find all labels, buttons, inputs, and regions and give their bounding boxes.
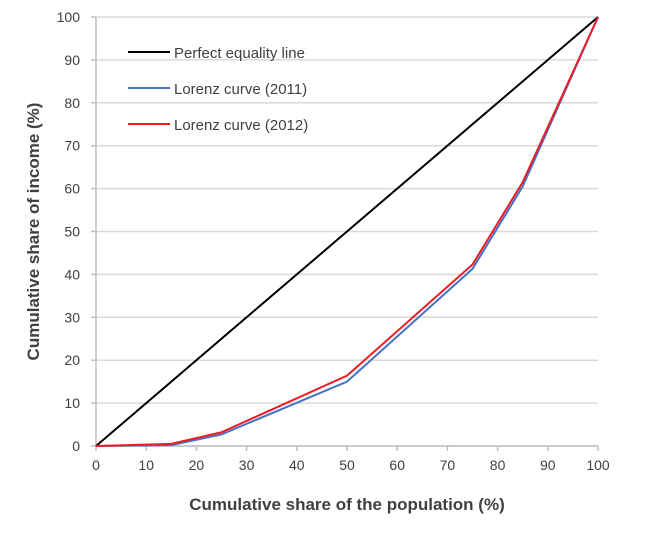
x-tick-label: 100 <box>586 457 610 473</box>
x-tick-label: 10 <box>138 457 154 473</box>
series-line-2 <box>95 16 599 447</box>
x-tick-label: 60 <box>389 457 405 473</box>
y-tick-label: 40 <box>64 266 80 282</box>
x-axis-title: Cumulative share of the population (%) <box>189 495 504 514</box>
y-tick-label: 0 <box>72 438 80 454</box>
series-line-1 <box>95 16 599 447</box>
x-tick-label: 90 <box>540 457 556 473</box>
y-axis-title: Cumulative share of income (%) <box>24 103 43 361</box>
y-tick-label: 100 <box>57 9 81 25</box>
x-tick-label: 30 <box>239 457 255 473</box>
y-tick-label: 50 <box>64 224 80 240</box>
x-tick-label: 40 <box>289 457 305 473</box>
legend-label-2: Lorenz curve (2012) <box>174 117 308 134</box>
y-tick-label: 60 <box>64 181 80 197</box>
x-tick-label: 70 <box>440 457 456 473</box>
x-tick-label: 20 <box>189 457 205 473</box>
y-tick-label: 70 <box>64 138 80 154</box>
y-tick-label: 10 <box>64 395 80 411</box>
legend-label-1: Lorenz curve (2011) <box>174 81 307 98</box>
y-tick-label: 20 <box>64 352 80 368</box>
x-tick-label: 0 <box>92 457 100 473</box>
y-tick-label: 30 <box>64 309 80 325</box>
x-tick-label: 50 <box>339 457 355 473</box>
y-tick-label: 80 <box>64 95 80 111</box>
legend-label-0: Perfect equality line <box>174 45 305 62</box>
series-line-0 <box>95 16 599 447</box>
y-tick-label: 90 <box>64 52 80 68</box>
x-tick-label: 80 <box>490 457 506 473</box>
